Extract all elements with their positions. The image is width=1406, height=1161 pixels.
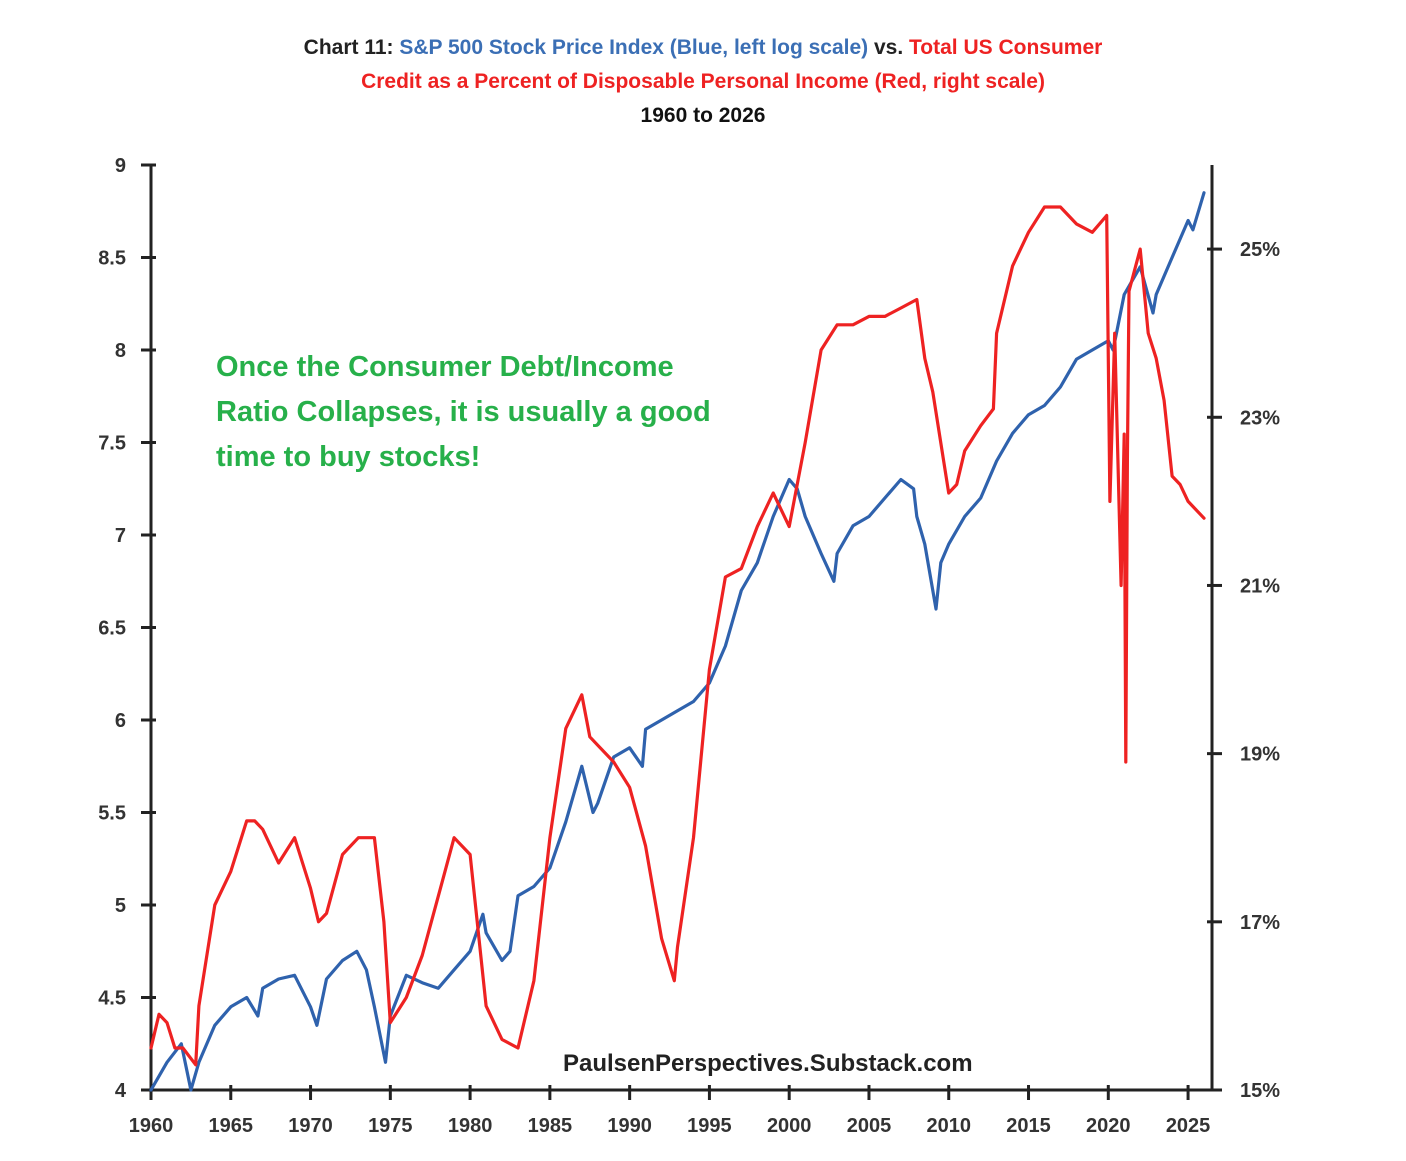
consumer-credit-series-line [149, 205, 1206, 1067]
left-tick-label: 8 [115, 340, 126, 362]
series-layer [149, 191, 1206, 1092]
annotation-text: Once the Consumer Debt/Income Ratio Coll… [216, 351, 711, 473]
right-tick-label: 19% [1240, 744, 1280, 766]
left-tick-label: 5 [115, 895, 126, 917]
x-tick-label: 2010 [926, 1115, 971, 1137]
left-tick-label: 7 [115, 525, 126, 547]
left-tick-label: 8.5 [98, 248, 126, 270]
x-tick-label: 1965 [209, 1115, 254, 1137]
chart-title-line-2: Credit as a Percent of Disposable Person… [361, 70, 1045, 93]
x-tick-label: 1975 [368, 1115, 413, 1137]
left-tick-label: 9 [115, 155, 126, 177]
x-tick-label: 1960 [129, 1115, 174, 1137]
x-tick-label: 2005 [847, 1115, 892, 1137]
right-tick-label: 23% [1240, 407, 1280, 429]
x-tick-label: 2020 [1086, 1115, 1131, 1137]
x-tick-label: 1995 [687, 1115, 732, 1137]
sp500-series-line [149, 191, 1206, 1092]
right-tick-label: 17% [1240, 912, 1280, 934]
right-tick-label: 25% [1240, 239, 1280, 261]
x-tick-label: 1990 [607, 1115, 652, 1137]
chart-title-prefix: Chart 11: [303, 36, 400, 59]
source-credit: PaulsenPerspectives.Substack.com [563, 1050, 973, 1077]
chart-title-vs: vs. [868, 36, 910, 59]
right-tick-label: 21% [1240, 575, 1280, 597]
chart-title-red-part: Total US Consumer [909, 36, 1103, 59]
chart-title-blue-part: S&P 500 Stock Price Index (Blue, left lo… [399, 36, 869, 59]
left-tick-label: 4.5 [98, 988, 126, 1010]
x-tick-label: 2000 [767, 1115, 812, 1137]
x-tick-label: 1985 [528, 1115, 573, 1137]
axes [141, 163, 1222, 1100]
right-tick-label: 15% [1240, 1080, 1280, 1102]
x-tick-label: 2015 [1006, 1115, 1051, 1137]
x-tick-label: 1970 [288, 1115, 333, 1137]
left-tick-label: 5.5 [98, 803, 126, 825]
x-tick-label: 2025 [1166, 1115, 1211, 1137]
tick-labels: 4 4.5 5 5.5 6 6.5 7 7.5 8 8.5 9 15% 17% 19% 21% 23% 25% 1… [98, 155, 1280, 1137]
chart-title-line-1: Chart 11: S&P 500 Stock Price Index (Blu… [0, 32, 1406, 64]
chart-title-line-3: 1960 to 2026 [640, 104, 766, 127]
left-tick-label: 6.5 [98, 618, 126, 640]
left-tick-label: 6 [115, 710, 126, 732]
left-tick-label: 7.5 [98, 433, 126, 455]
x-tick-label: 1980 [448, 1115, 493, 1137]
left-tick-label: 4 [115, 1080, 127, 1102]
